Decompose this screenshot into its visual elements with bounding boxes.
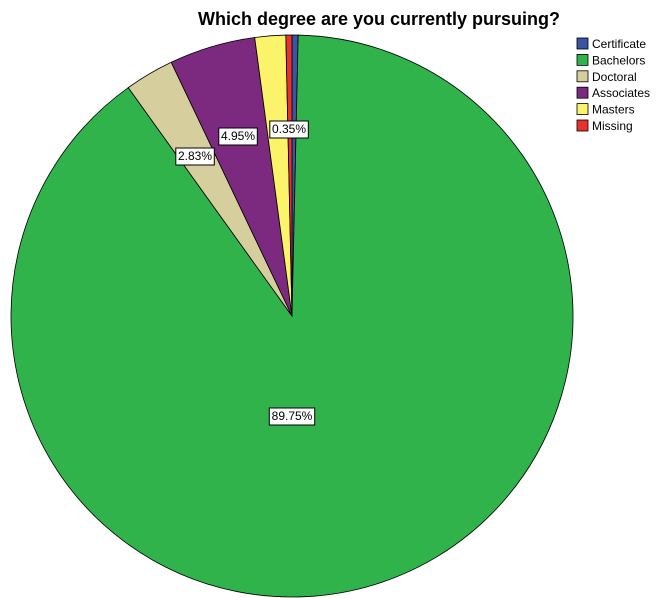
legend-swatch xyxy=(576,54,589,66)
data-label-associates: 4.95% xyxy=(218,127,258,146)
legend-label: Certificate xyxy=(592,37,646,51)
data-label-box xyxy=(269,120,309,139)
legend-item-missing: Missing xyxy=(576,119,633,133)
legend: Certificate Bachelors Doctoral Associates Ma… xyxy=(576,37,650,133)
legend-swatch xyxy=(576,70,589,83)
data-label-doctoral: 2.83% xyxy=(175,147,215,166)
legend-swatch xyxy=(576,119,589,132)
data-label-box xyxy=(175,147,215,166)
legend-swatch xyxy=(576,86,589,99)
legend-item-masters: Masters xyxy=(576,103,635,117)
data-label-box xyxy=(218,127,258,146)
legend-label: Associates xyxy=(592,86,650,100)
legend-item-associates: Associates xyxy=(576,86,650,100)
pie-slice-missing xyxy=(285,34,293,317)
data-label-text: 4.95% xyxy=(221,129,255,143)
data-label-text: 89.75% xyxy=(272,409,313,423)
data-label-text: 2.83% xyxy=(178,149,212,163)
data-label-text: 0.35% xyxy=(272,122,306,136)
legend-item-bachelors: Bachelors xyxy=(576,53,645,67)
legend-label: Missing xyxy=(592,119,633,133)
legend-label: Masters xyxy=(592,103,635,117)
data-labels: 89.75% 2.83% 4.95% 0.35% xyxy=(175,120,316,426)
chart-title: Which degree are you currently pursuing? xyxy=(198,9,560,29)
legend-swatch xyxy=(576,37,589,50)
legend-item-certificate: Certificate xyxy=(576,37,646,51)
legend-swatch xyxy=(576,103,589,115)
legend-item-doctoral: Doctoral xyxy=(576,70,637,84)
legend-label: Bachelors xyxy=(592,53,645,67)
data-label-box xyxy=(268,407,316,426)
pie-slices xyxy=(10,34,574,598)
data-label-missing: 0.35% xyxy=(269,120,309,139)
legend-label: Doctoral xyxy=(592,70,637,84)
data-label-bachelors: 89.75% xyxy=(268,407,316,426)
